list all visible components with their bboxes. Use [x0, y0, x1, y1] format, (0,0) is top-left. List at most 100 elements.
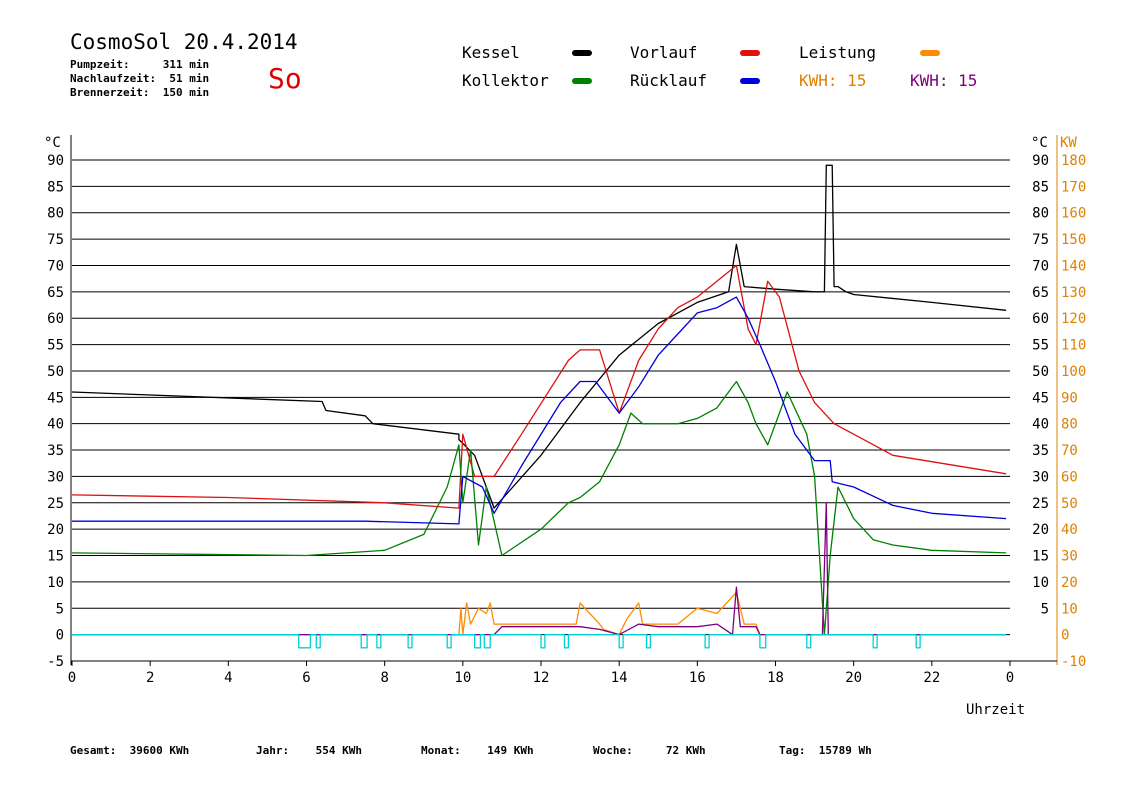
- legend-leistung-swatch: [920, 50, 940, 56]
- y-tick-right-kw: 80: [1061, 417, 1078, 433]
- y-tick-left: 65: [47, 285, 64, 301]
- y-tick-right-kw: 120: [1061, 311, 1086, 327]
- y-tick-right-kw: 70: [1061, 443, 1078, 459]
- y-tick-right-c: 15: [1032, 549, 1049, 565]
- y-tick-right-c: 50: [1032, 364, 1049, 380]
- series-line-kwh: [72, 502, 1007, 636]
- brennerzeit-label: Brennerzeit: 150 min: [70, 86, 210, 99]
- y-tick-left: 75: [47, 232, 64, 248]
- y-tick-right-c: 40: [1032, 417, 1049, 433]
- footer-tag: Tag: 15789 Wh: [779, 744, 872, 757]
- legend-kollektor-swatch: [572, 78, 592, 84]
- y-axis-label-right-c: °C: [1031, 135, 1048, 151]
- y-tick-right-c: 45: [1032, 390, 1049, 406]
- legend-kwh1-label: KWH: 15: [799, 71, 867, 90]
- nachlaufzeit-label: Nachlaufzeit: 51 min: [70, 72, 210, 85]
- series-line-pumpe: [72, 633, 1007, 649]
- legend-vorlauf-label: Vorlauf: [630, 43, 698, 62]
- y-tick-right-kw: 150: [1061, 232, 1086, 248]
- y-tick-right-kw: 30: [1061, 549, 1078, 565]
- y-tick-left: 35: [47, 443, 64, 459]
- x-tick-label: 10: [454, 670, 471, 686]
- y-tick-left: 15: [47, 549, 64, 565]
- y-tick-right-c: 80: [1032, 206, 1049, 222]
- weekday-label: So: [268, 62, 302, 95]
- x-tick-label: 4: [224, 670, 232, 686]
- y-tick-left: 60: [47, 311, 64, 327]
- y-tick-right-c: 35: [1032, 443, 1049, 459]
- y-tick-right-c: 60: [1032, 311, 1049, 327]
- y-tick-right-kw: 40: [1061, 522, 1078, 538]
- chart-title: CosmoSol 20.4.2014: [70, 30, 298, 54]
- y-tick-right-c: 90: [1032, 153, 1049, 169]
- y-tick-right-c: 25: [1032, 496, 1049, 512]
- y-tick-left: 5: [56, 601, 64, 617]
- y-tick-left: 0: [56, 628, 64, 644]
- y-tick-right-c: 85: [1032, 179, 1049, 195]
- legend-leistung-label: Leistung: [799, 43, 877, 62]
- y-tick-right-kw: 110: [1061, 338, 1086, 354]
- y-tick-left: 40: [47, 417, 64, 433]
- series-line-leistung: [72, 591, 1007, 636]
- y-axis-label-left: °C: [44, 135, 61, 151]
- y-tick-left: -5: [47, 654, 64, 670]
- y-tick-right-kw: 20: [1061, 575, 1078, 591]
- footer-gesamt: Gesamt: 39600 KWh: [70, 744, 190, 757]
- series-line-rcklauf: [72, 296, 1007, 525]
- x-tick-label: 2: [146, 670, 154, 686]
- pumpzeit-label: Pumpzeit: 311 min: [70, 58, 210, 71]
- y-tick-left: 50: [47, 364, 64, 380]
- series-line-vorlauf: [71, 264, 1007, 509]
- y-tick-right-kw: 140: [1061, 258, 1086, 274]
- y-tick-right-c: 30: [1032, 469, 1049, 485]
- legend-kessel-swatch: [572, 50, 592, 56]
- x-tick-label: 0: [68, 670, 76, 686]
- y-tick-right-c: 20: [1032, 522, 1049, 538]
- y-tick-right-c: 5: [1041, 601, 1049, 617]
- legend-kwh2-label: KWH: 15: [910, 71, 978, 90]
- y-tick-left: 25: [47, 496, 64, 512]
- y-tick-right-kw: 170: [1061, 179, 1086, 195]
- y-tick-left: 90: [47, 153, 64, 169]
- series-line-kessel: [71, 164, 1007, 509]
- series-line-kollektor: [71, 380, 1007, 636]
- footer-monat: Monat: 149 KWh: [421, 744, 534, 757]
- y-tick-right-kw: 0: [1061, 628, 1069, 644]
- legend-kessel-label: Kessel: [462, 43, 520, 62]
- x-tick-label: 12: [533, 670, 550, 686]
- x-tick-label: 16: [689, 670, 706, 686]
- y-tick-right-kw: 10: [1061, 601, 1078, 617]
- y-tick-left: 45: [47, 390, 64, 406]
- y-tick-right-c: 10: [1032, 575, 1049, 591]
- x-tick-label: 18: [767, 670, 784, 686]
- y-tick-left: 30: [47, 469, 64, 485]
- y-tick-left: 70: [47, 258, 64, 274]
- legend-kollektor-label: Kollektor: [462, 71, 549, 90]
- y-axis-label-right-kw: KW: [1060, 135, 1077, 151]
- y-tick-left: 10: [47, 575, 64, 591]
- legend-ruecklauf-label: Rücklauf: [630, 71, 708, 90]
- y-tick-right-kw: 60: [1061, 469, 1078, 485]
- legend-vorlauf-swatch: [740, 50, 760, 56]
- x-tick-label: 20: [845, 670, 862, 686]
- y-tick-left: 20: [47, 522, 64, 538]
- y-tick-right-kw: 180: [1061, 153, 1086, 169]
- y-tick-right-c: 65: [1032, 285, 1049, 301]
- y-tick-right-kw: 160: [1061, 206, 1086, 222]
- y-tick-right-kw: 90: [1061, 390, 1078, 406]
- y-tick-right-kw: -10: [1061, 654, 1086, 670]
- x-tick-label: 22: [923, 670, 940, 686]
- x-tick-label: 8: [380, 670, 388, 686]
- y-tick-left: 80: [47, 206, 64, 222]
- x-tick-label: 6: [302, 670, 310, 686]
- y-tick-right-c: 70: [1032, 258, 1049, 274]
- x-axis-label: Uhrzeit: [966, 702, 1025, 718]
- y-tick-left: 85: [47, 179, 64, 195]
- footer-woche: Woche: 72 KWh: [593, 744, 706, 757]
- y-tick-left: 55: [47, 338, 64, 354]
- x-tick-label: 14: [611, 670, 628, 686]
- legend-ruecklauf-swatch: [740, 78, 760, 84]
- y-tick-right-kw: 130: [1061, 285, 1086, 301]
- y-tick-right-c: 75: [1032, 232, 1049, 248]
